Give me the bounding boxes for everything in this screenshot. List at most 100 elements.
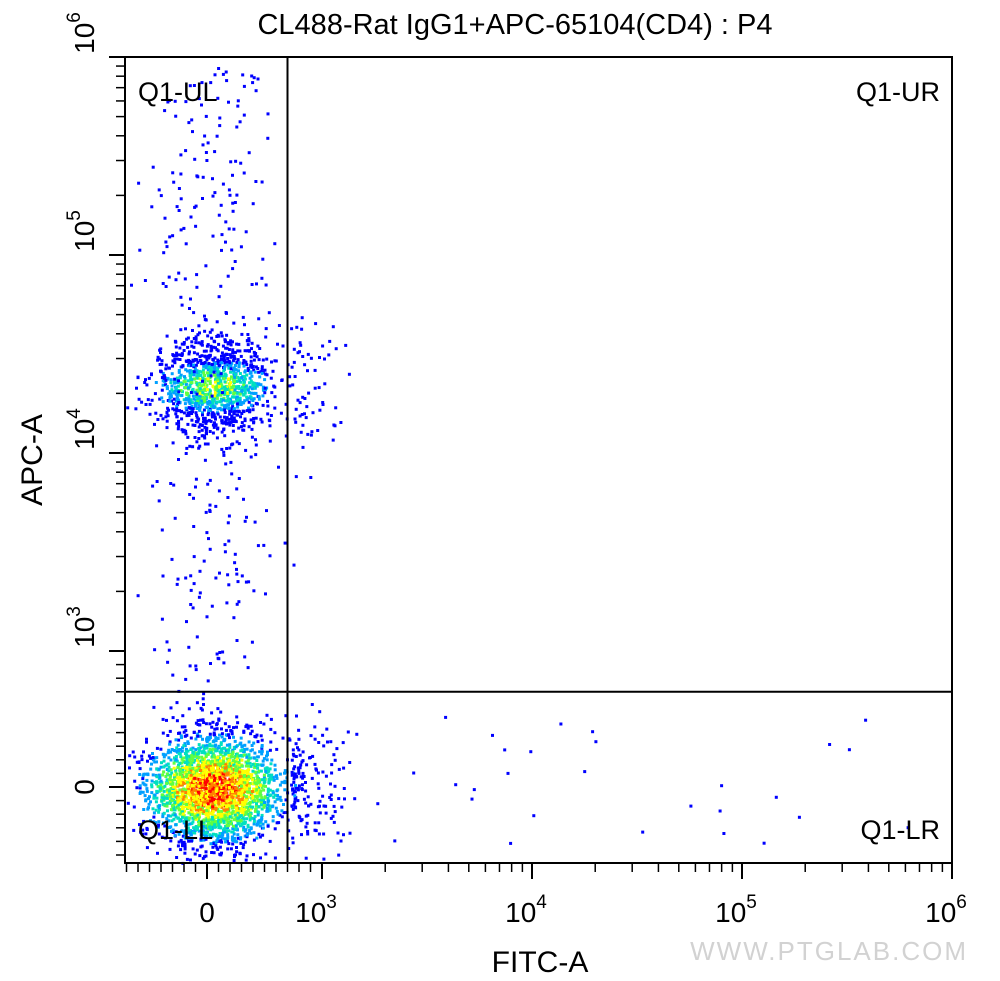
event-point [226, 833, 230, 837]
event-point [269, 414, 273, 417]
event-point [217, 771, 221, 775]
event-point [239, 836, 243, 840]
event-point [217, 834, 221, 838]
event-point [156, 358, 160, 362]
event-point [210, 362, 214, 366]
event-point [197, 729, 201, 733]
event-point [170, 384, 174, 388]
event-point [174, 399, 178, 403]
event-point [229, 801, 233, 805]
event-point [194, 335, 198, 339]
event-point [168, 396, 172, 400]
event-point [188, 369, 192, 373]
event-point [187, 788, 191, 792]
event-point [160, 359, 164, 363]
event-point [154, 821, 158, 825]
event-points [126, 67, 910, 865]
event-point [169, 482, 173, 485]
event-point [218, 124, 222, 128]
event-point [189, 215, 193, 219]
event-point [197, 808, 201, 812]
event-point [238, 399, 242, 403]
event-point [204, 785, 208, 789]
event-point [166, 809, 169, 813]
event-point [329, 793, 333, 797]
event-point [245, 787, 249, 791]
event-point [305, 405, 309, 409]
event-point [229, 822, 233, 826]
event-point [195, 758, 199, 762]
event-point [239, 768, 242, 772]
event-point [294, 407, 298, 411]
event-point [194, 411, 198, 415]
event-point [243, 813, 247, 817]
event-point [239, 777, 243, 781]
event-point [237, 792, 241, 795]
event-point [232, 832, 236, 836]
event-point [180, 829, 184, 833]
event-point [179, 373, 183, 377]
event-point [165, 334, 169, 338]
event-point [252, 391, 256, 395]
event-point [187, 778, 191, 782]
event-point [188, 411, 192, 415]
event-point [250, 374, 254, 378]
event-point [172, 773, 176, 777]
event-point [236, 375, 240, 379]
event-point [209, 762, 213, 766]
event-point [192, 337, 196, 340]
event-point [231, 424, 235, 427]
event-point [270, 360, 273, 364]
event-point [225, 363, 229, 366]
event-point [284, 714, 288, 718]
event-point [197, 748, 201, 752]
event-point [198, 355, 202, 359]
event-point [337, 767, 341, 771]
event-point [245, 833, 249, 837]
event-point [167, 778, 171, 782]
event-point [180, 303, 184, 307]
event-point [211, 398, 215, 402]
event-point [160, 388, 164, 392]
event-point [159, 783, 163, 787]
event-point [224, 384, 228, 388]
event-point [160, 761, 163, 765]
event-point [202, 349, 206, 353]
event-point [307, 804, 311, 808]
event-point [197, 803, 201, 807]
event-point [257, 358, 261, 362]
event-point [150, 779, 154, 783]
event-point [324, 811, 328, 815]
event-point [241, 800, 245, 804]
event-point [270, 777, 274, 781]
event-point [198, 444, 202, 448]
event-point [280, 780, 284, 784]
event-point [181, 382, 185, 386]
event-point [251, 797, 255, 801]
event-point [185, 759, 189, 763]
event-point [191, 798, 195, 802]
event-point [229, 847, 233, 851]
event-point [138, 773, 142, 776]
event-point [235, 125, 239, 129]
event-point [213, 733, 217, 737]
event-point [190, 839, 193, 843]
event-point [187, 413, 191, 417]
event-point [260, 816, 264, 820]
x-tick-label: 0 [199, 897, 215, 928]
event-point [209, 842, 213, 846]
event-point [245, 373, 249, 377]
event-point [211, 802, 215, 806]
event-point [224, 406, 228, 410]
event-point [194, 204, 198, 208]
event-point [204, 388, 208, 392]
event-point [214, 423, 218, 427]
event-point [194, 395, 198, 399]
event-point [220, 747, 224, 751]
event-point [183, 742, 187, 746]
event-point [174, 830, 178, 834]
event-point [228, 795, 231, 799]
event-point [203, 751, 207, 755]
event-point [230, 361, 234, 365]
event-point [204, 775, 208, 778]
